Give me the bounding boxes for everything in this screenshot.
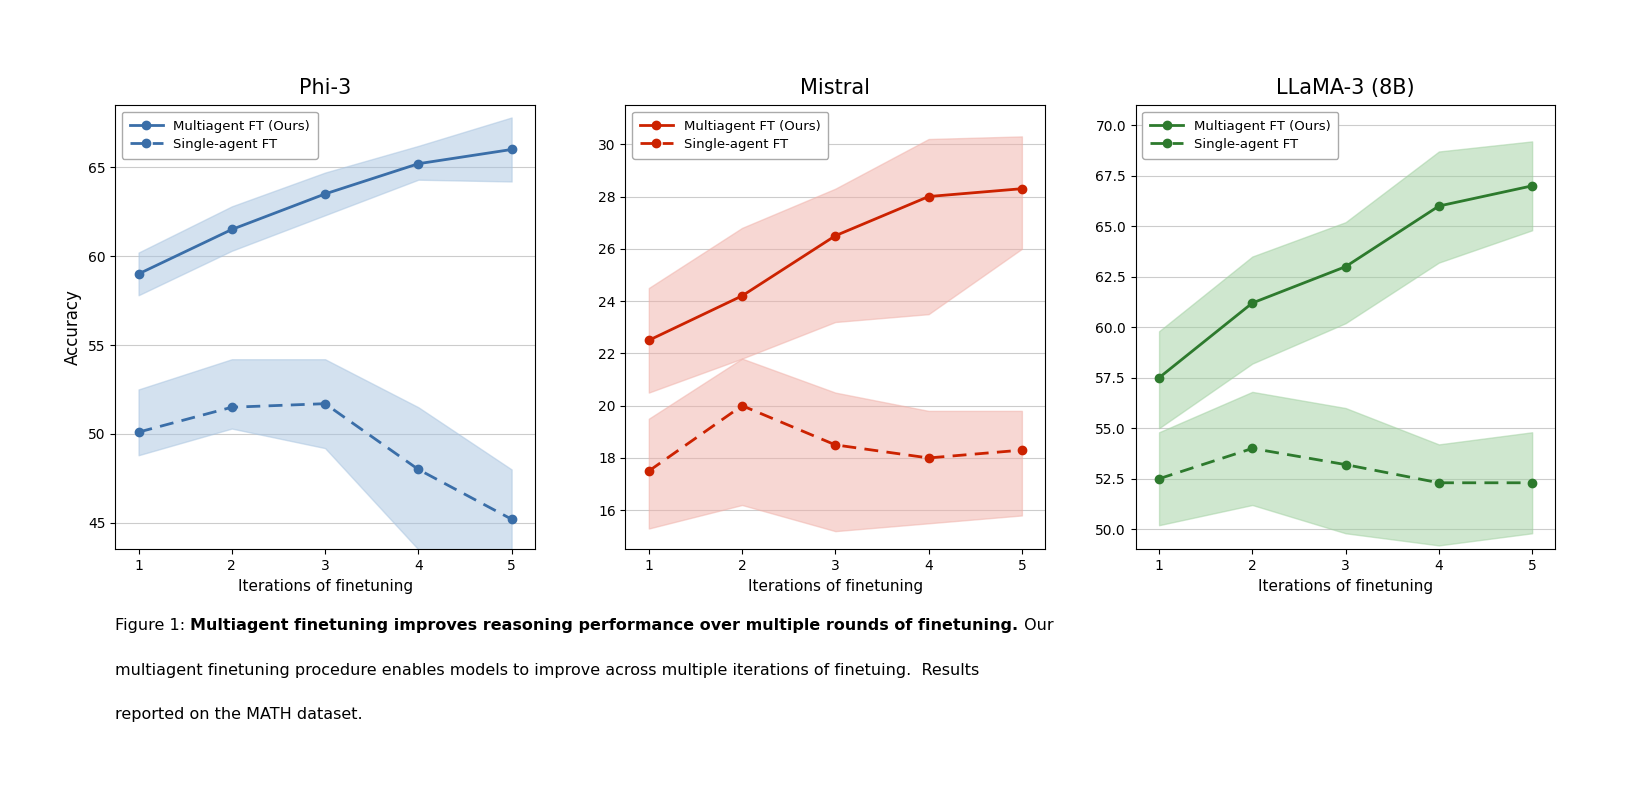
Title: LLaMA-3 (8B): LLaMA-3 (8B) <box>1276 78 1416 98</box>
Legend: Multiagent FT (Ours), Single-agent FT: Multiagent FT (Ours), Single-agent FT <box>122 112 318 158</box>
Text: multiagent finetuning procedure enables models to improve across multiple iterat: multiagent finetuning procedure enables … <box>115 663 979 678</box>
Text: Figure 1:: Figure 1: <box>115 618 191 633</box>
Legend: Multiagent FT (Ours), Single-agent FT: Multiagent FT (Ours), Single-agent FT <box>1142 112 1338 158</box>
Text: Multiagent finetuning improves reasoning performance over multiple rounds of fin: Multiagent finetuning improves reasoning… <box>191 618 1019 633</box>
Legend: Multiagent FT (Ours), Single-agent FT: Multiagent FT (Ours), Single-agent FT <box>632 112 828 158</box>
Title: Phi-3: Phi-3 <box>300 78 351 98</box>
Text: Our: Our <box>1019 618 1053 633</box>
Y-axis label: Accuracy: Accuracy <box>64 289 82 365</box>
X-axis label: Iterations of finetuning: Iterations of finetuning <box>237 579 413 594</box>
Text: reported on the MATH dataset.: reported on the MATH dataset. <box>115 707 362 722</box>
Title: Mistral: Mistral <box>800 78 871 98</box>
X-axis label: Iterations of finetuning: Iterations of finetuning <box>1258 579 1434 594</box>
X-axis label: Iterations of finetuning: Iterations of finetuning <box>747 579 923 594</box>
